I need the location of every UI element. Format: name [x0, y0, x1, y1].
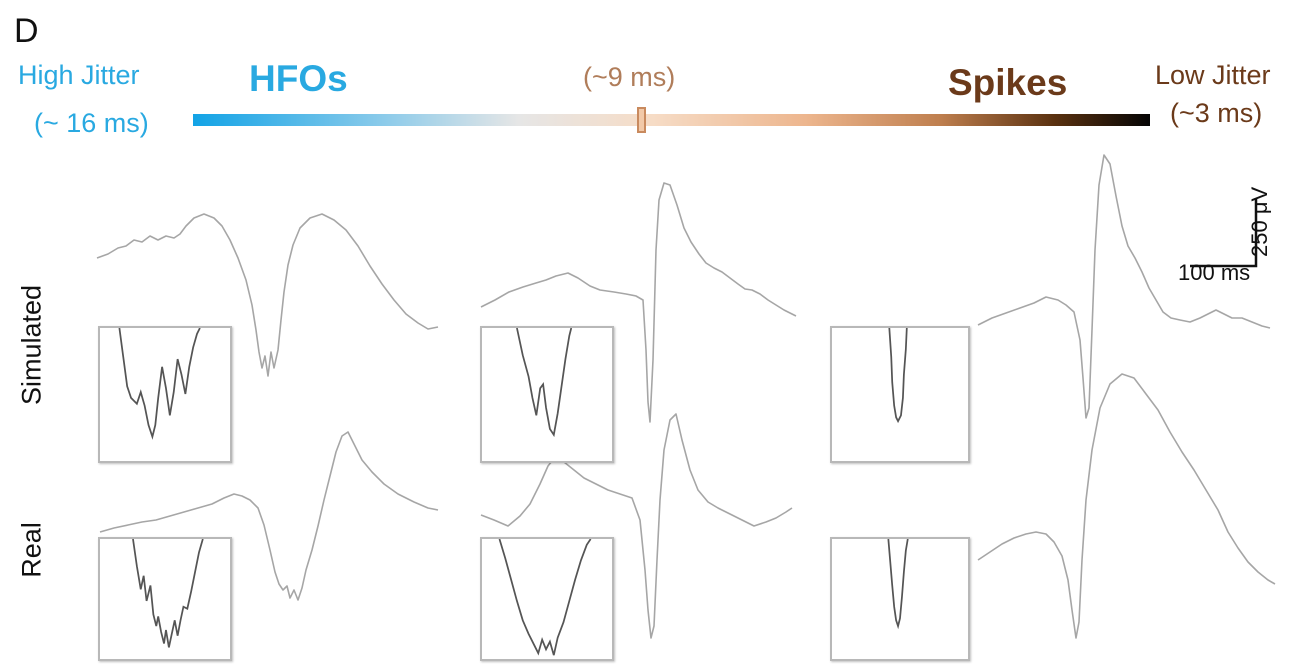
inset-simulated-mid: [480, 326, 614, 463]
inset-trace-simulated-hfo: [119, 328, 200, 437]
inset-trace-real-mid: [499, 539, 590, 655]
inset-real-hfo: [98, 537, 232, 661]
inset-real-mid: [480, 537, 614, 661]
inset-simulated-spike: [830, 326, 970, 463]
scale-bar-horizontal-label: 100 ms: [1178, 262, 1250, 284]
inset-simulated-hfo: [98, 326, 232, 463]
trace-real-spike: [978, 374, 1275, 638]
inset-trace-simulated-mid: [517, 328, 571, 435]
scale-bar-vertical-label: 250 μV: [1249, 187, 1271, 257]
inset-trace-simulated-spike: [889, 328, 906, 421]
trace-simulated-spike: [978, 155, 1270, 418]
inset-real-spike: [830, 537, 970, 661]
inset-trace-real-hfo: [133, 539, 203, 647]
inset-trace-real-spike: [888, 539, 907, 626]
